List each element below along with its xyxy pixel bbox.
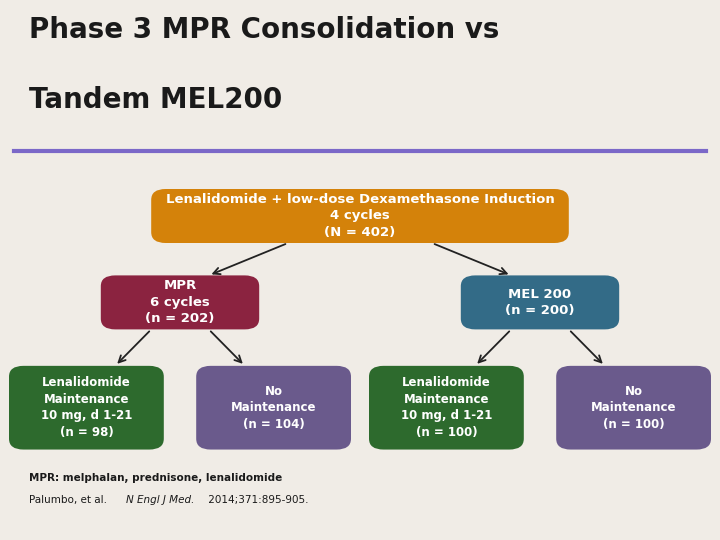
- FancyBboxPatch shape: [461, 275, 619, 329]
- Text: Lenalidomide + low-dose Dexamethasone Induction
4 cycles
(N = 402): Lenalidomide + low-dose Dexamethasone In…: [166, 193, 554, 239]
- Text: MEL 200
(n = 200): MEL 200 (n = 200): [505, 288, 575, 317]
- Text: No
Maintenance
(n = 104): No Maintenance (n = 104): [231, 384, 316, 431]
- Text: N Engl J Med.: N Engl J Med.: [126, 495, 194, 505]
- Text: 2014;371:895-905.: 2014;371:895-905.: [205, 495, 309, 505]
- FancyBboxPatch shape: [9, 366, 163, 449]
- Text: Tandem MEL200: Tandem MEL200: [29, 86, 282, 114]
- Text: MPR: melphalan, prednisone, lenalidomide: MPR: melphalan, prednisone, lenalidomide: [29, 473, 282, 483]
- FancyBboxPatch shape: [151, 189, 569, 243]
- Text: Phase 3 MPR Consolidation vs: Phase 3 MPR Consolidation vs: [29, 16, 499, 44]
- FancyBboxPatch shape: [101, 275, 259, 329]
- Text: MPR
6 cycles
(n = 202): MPR 6 cycles (n = 202): [145, 279, 215, 326]
- Text: Lenalidomide
Maintenance
10 mg, d 1-21
(n = 100): Lenalidomide Maintenance 10 mg, d 1-21 (…: [401, 376, 492, 439]
- Text: Lenalidomide
Maintenance
10 mg, d 1-21
(n = 98): Lenalidomide Maintenance 10 mg, d 1-21 (…: [41, 376, 132, 439]
- FancyBboxPatch shape: [369, 366, 523, 449]
- FancyBboxPatch shape: [196, 366, 351, 449]
- Text: Palumbo, et al.: Palumbo, et al.: [29, 495, 110, 505]
- Text: No
Maintenance
(n = 100): No Maintenance (n = 100): [591, 384, 676, 431]
- FancyBboxPatch shape: [556, 366, 711, 449]
